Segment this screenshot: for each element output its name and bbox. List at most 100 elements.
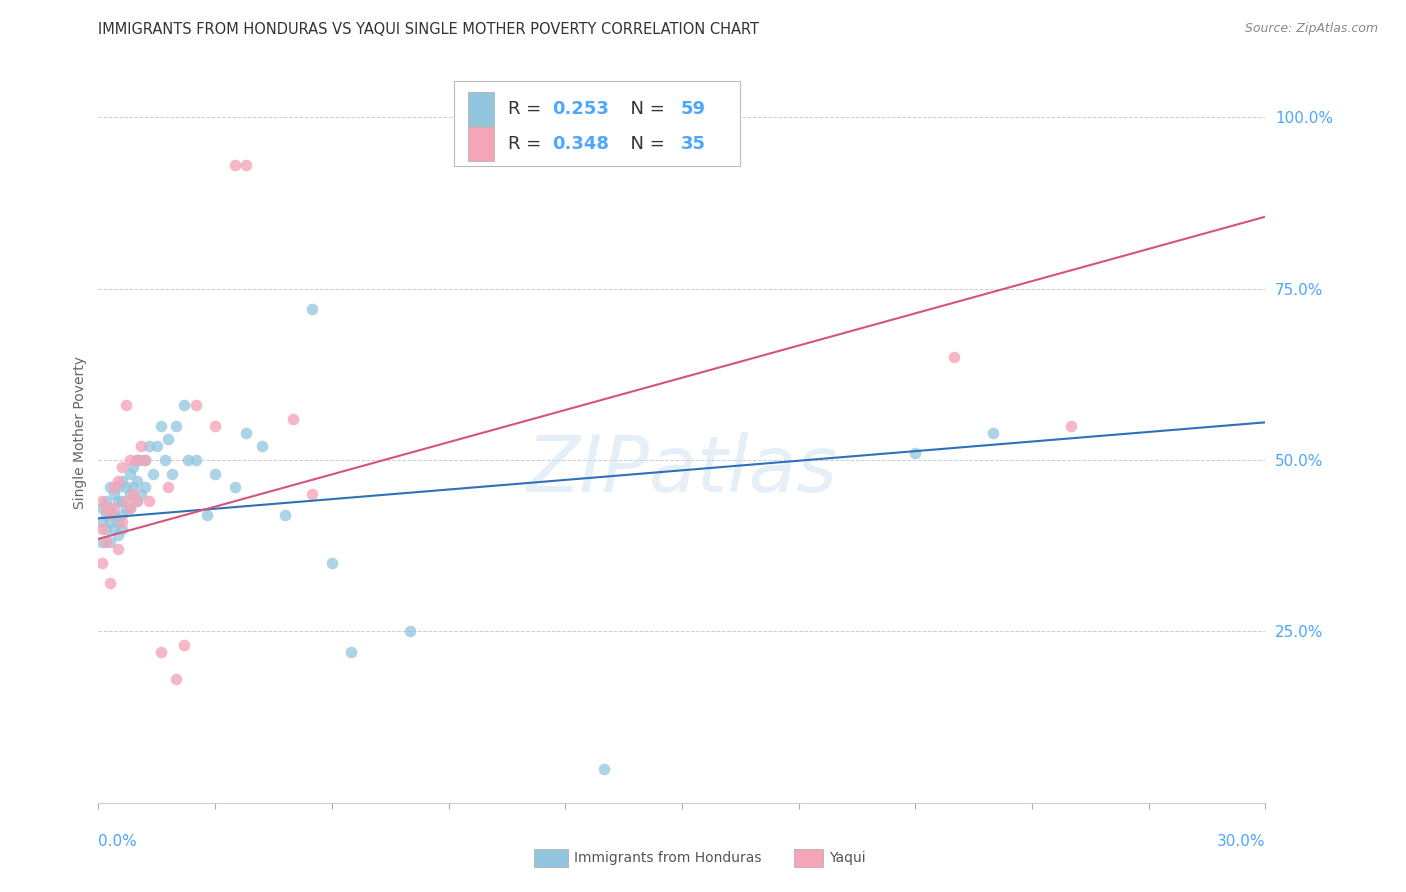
Point <box>96 494 118 508</box>
Point <box>134 453 156 467</box>
Point <box>281 412 304 426</box>
Text: IMMIGRANTS FROM HONDURAS VS YAQUI SINGLE MOTHER POVERTY CORRELATION CHART: IMMIGRANTS FROM HONDURAS VS YAQUI SINGLE… <box>98 22 759 37</box>
Point <box>107 542 129 557</box>
Point <box>127 453 149 467</box>
Point <box>162 467 184 481</box>
Point <box>118 501 141 516</box>
Point <box>173 638 195 652</box>
Point <box>177 453 200 467</box>
Point <box>184 453 207 467</box>
Point <box>118 501 141 516</box>
Point <box>235 425 257 440</box>
Point <box>122 480 145 494</box>
Point <box>103 487 125 501</box>
Point <box>111 494 134 508</box>
Point <box>114 398 136 412</box>
Point <box>107 494 129 508</box>
Point <box>96 501 118 516</box>
Text: 0.0%: 0.0% <box>98 834 138 849</box>
Text: 35: 35 <box>681 135 706 153</box>
FancyBboxPatch shape <box>468 128 494 161</box>
Point <box>111 515 134 529</box>
Point <box>340 645 363 659</box>
Point <box>91 522 114 536</box>
Point <box>301 487 323 501</box>
Point <box>91 494 114 508</box>
FancyBboxPatch shape <box>454 81 741 166</box>
Point <box>107 515 129 529</box>
Point <box>153 453 176 467</box>
Point <box>129 453 152 467</box>
Point <box>114 494 136 508</box>
Point <box>98 480 121 494</box>
Point <box>118 453 141 467</box>
Point <box>981 425 1004 440</box>
FancyBboxPatch shape <box>468 93 494 126</box>
Point <box>96 535 118 549</box>
Text: R =: R = <box>508 100 547 118</box>
Text: N =: N = <box>619 135 671 153</box>
Point <box>235 158 257 172</box>
Point <box>274 508 297 522</box>
Point <box>224 158 246 172</box>
Point <box>91 535 114 549</box>
Point <box>165 418 187 433</box>
Point <box>114 480 136 494</box>
Point <box>165 673 187 687</box>
Point <box>138 439 160 453</box>
Point <box>111 474 134 488</box>
Point <box>98 576 121 591</box>
Point <box>91 556 114 570</box>
Point <box>98 501 121 516</box>
Text: 0.253: 0.253 <box>553 100 609 118</box>
Y-axis label: Single Mother Poverty: Single Mother Poverty <box>73 356 87 509</box>
Point <box>118 487 141 501</box>
Point <box>173 398 195 412</box>
Point <box>96 508 118 522</box>
Point <box>103 522 125 536</box>
Point <box>107 480 129 494</box>
Point <box>204 467 226 481</box>
Text: 59: 59 <box>681 100 706 118</box>
Point <box>127 474 149 488</box>
Text: 0.348: 0.348 <box>553 135 609 153</box>
Point <box>157 480 180 494</box>
Point <box>129 439 152 453</box>
Point <box>91 515 114 529</box>
Point <box>134 480 156 494</box>
Point <box>398 624 420 639</box>
Point <box>142 467 165 481</box>
Point <box>224 480 246 494</box>
Text: Yaqui: Yaqui <box>830 851 866 865</box>
Point <box>204 418 226 433</box>
Point <box>96 522 118 536</box>
Point <box>98 515 121 529</box>
Point <box>184 398 207 412</box>
Point <box>111 508 134 522</box>
Point <box>127 453 149 467</box>
Point <box>134 453 156 467</box>
Point <box>195 508 218 522</box>
Point <box>103 501 125 516</box>
Point <box>122 487 145 501</box>
Point <box>91 501 114 516</box>
Text: 30.0%: 30.0% <box>1218 834 1265 849</box>
Point <box>129 487 152 501</box>
Point <box>107 474 129 488</box>
Point <box>118 467 141 481</box>
Text: Source: ZipAtlas.com: Source: ZipAtlas.com <box>1244 22 1378 36</box>
Point <box>127 494 149 508</box>
Point <box>138 494 160 508</box>
Point <box>943 350 966 364</box>
Point <box>321 556 343 570</box>
Point <box>1060 418 1083 433</box>
Point <box>904 446 927 460</box>
Point <box>111 459 134 474</box>
Point <box>98 535 121 549</box>
Point <box>149 645 172 659</box>
Point <box>149 418 172 433</box>
Point <box>114 501 136 516</box>
Point <box>111 522 134 536</box>
Point <box>107 528 129 542</box>
Point <box>593 762 616 776</box>
